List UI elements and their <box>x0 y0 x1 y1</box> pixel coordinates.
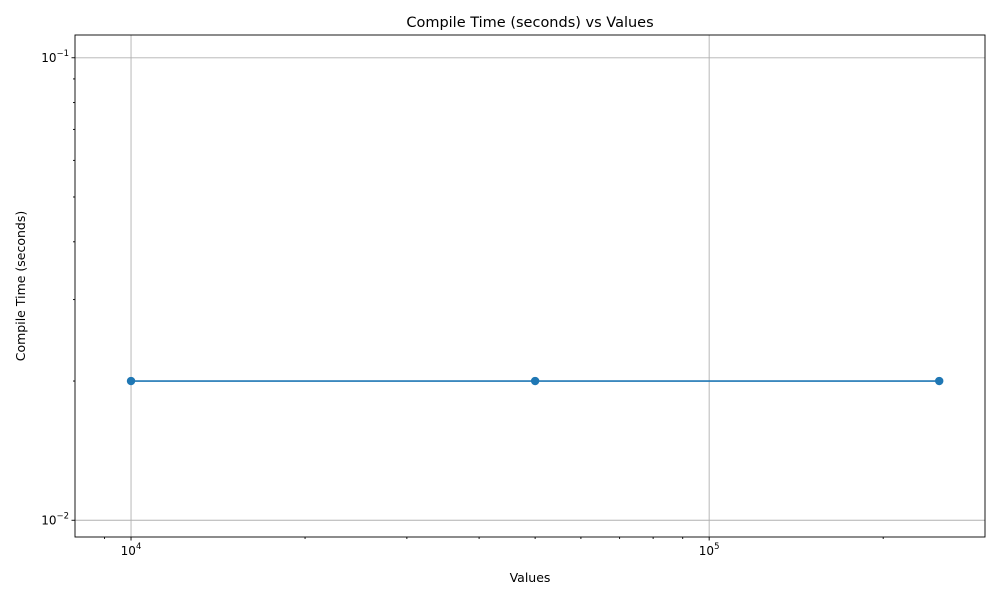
data-point <box>126 376 136 386</box>
tick-layer: 104 105 10−2 10−1 <box>41 49 719 558</box>
data-point <box>530 376 540 386</box>
y-tick-label: 10−2 <box>41 511 69 527</box>
x-axis-label: Values <box>510 570 551 585</box>
x-tick-label: 104 <box>121 542 142 558</box>
grid-layer <box>75 35 985 537</box>
plot-frame <box>74 34 986 538</box>
y-axis-label: Compile Time (seconds) <box>13 211 28 362</box>
data-point <box>935 376 944 386</box>
minor-tick-layer <box>73 78 884 539</box>
series-layer <box>126 376 944 386</box>
y-tick-label: 10−1 <box>41 49 69 65</box>
x-tick-label: 105 <box>699 542 720 558</box>
chart-title: Compile Time (seconds) vs Values <box>406 15 653 31</box>
